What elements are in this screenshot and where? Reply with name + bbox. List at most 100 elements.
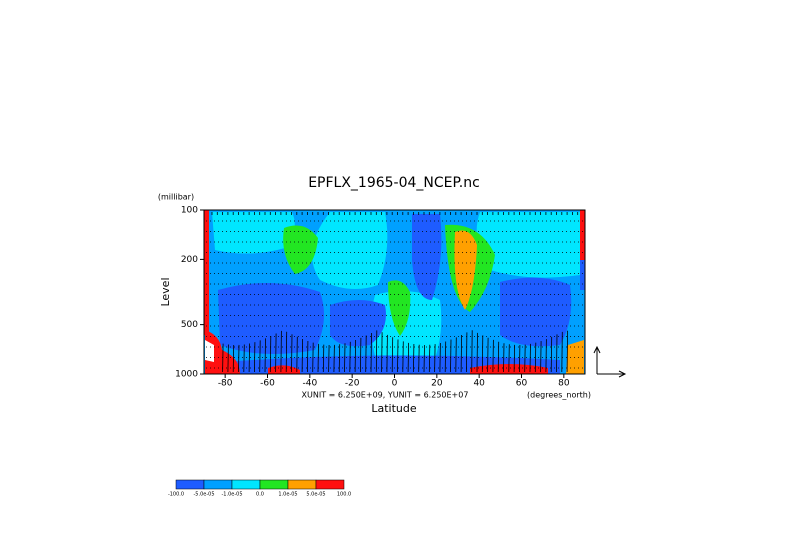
chart-title: EPFLX_1965-04_NCEP.nc (308, 175, 480, 191)
vector-scale: XUNIT = 6.250E+09, YUNIT = 6.250E+07 (302, 391, 469, 400)
vector-arrow (243, 344, 245, 373)
field-region (500, 277, 572, 347)
vector-arrow (407, 342, 409, 373)
vector-arrow (423, 344, 425, 373)
reference-arrow-head (618, 370, 627, 378)
field-region (566, 340, 584, 374)
vector-arrow (529, 343, 531, 373)
vector-arrow (450, 339, 452, 373)
vector-arrow (492, 339, 494, 373)
vector-arrow (508, 344, 510, 373)
vector-arrow (296, 336, 298, 373)
colorbar-swatch (231, 479, 261, 490)
vector-arrow (365, 335, 367, 373)
x-tick-label: 0 (392, 379, 398, 389)
vector-arrow (534, 342, 537, 373)
vector-arrow (238, 344, 240, 373)
field-region (218, 282, 324, 354)
vector-arrow (370, 332, 372, 373)
vector-arrow (381, 332, 383, 373)
vector-arrow (402, 341, 404, 373)
field-region (283, 225, 318, 274)
vector-arrow (317, 343, 319, 373)
vector-arrow (301, 339, 303, 373)
vector-arrow (338, 344, 341, 373)
x-tick-label: 40 (473, 379, 485, 389)
reference-vector (593, 345, 627, 378)
colorbar-label: 5.0e-05 (306, 492, 325, 498)
colorbar-label: -1.0e-05 (222, 492, 243, 498)
x-tick-label: 80 (558, 379, 570, 389)
colorbar-swatch (259, 479, 289, 490)
vector-arrow (275, 333, 277, 373)
vector-arrow (264, 338, 266, 373)
x-tick-label: -40 (302, 379, 317, 389)
field-region (476, 212, 580, 278)
x-axis-label: Latitude (371, 402, 417, 415)
field-region (312, 212, 388, 289)
vector-arrow (285, 331, 288, 373)
vector-arrow (391, 337, 394, 373)
y-tick-label: 500 (181, 320, 198, 330)
colorbar-swatch (175, 479, 205, 490)
colorbar-label: 100.0 (337, 492, 351, 498)
colorbar-label: 0.0 (256, 492, 264, 498)
x-tick-label: -60 (260, 379, 275, 389)
vector-arrow (269, 336, 272, 373)
vector-arrow (344, 343, 346, 373)
vector-arrow (460, 334, 462, 373)
colorbar-swatch (287, 479, 317, 490)
vector-arrow (545, 339, 547, 373)
colorbar-swatch (315, 479, 345, 490)
vector-arrow (259, 340, 261, 373)
vector-arrow (232, 344, 235, 373)
vector-arrow (519, 344, 521, 373)
vector-arrow (307, 340, 309, 373)
vector-arrow (503, 343, 505, 373)
vector-arrow (497, 341, 500, 373)
vector-arrow (487, 337, 489, 373)
vector-arrow (312, 342, 314, 373)
contour-field (204, 210, 585, 374)
vector-arrow (524, 344, 526, 373)
field-region (330, 300, 386, 347)
field-region (580, 260, 585, 290)
vector-arrow (349, 341, 351, 373)
vector-arrow (566, 330, 568, 373)
vector-arrow (481, 335, 484, 373)
vector-arrow (375, 330, 378, 373)
x-tick-label: 60 (516, 379, 528, 389)
field-region (205, 330, 240, 374)
y-tick-label: 100 (181, 206, 198, 216)
colorbar-label: 1.0e-05 (278, 492, 297, 498)
vector-arrow (222, 343, 224, 373)
vector-arrow (397, 339, 399, 373)
field-region (580, 210, 585, 260)
vector-arrow (466, 332, 468, 373)
field-region (371, 291, 442, 372)
x-tick-label: -20 (345, 379, 360, 389)
colorbar-swatch (203, 479, 233, 490)
vector-arrow (471, 330, 473, 373)
field-region (454, 230, 477, 310)
vector-arrow (328, 344, 330, 373)
vector-arrow (540, 341, 542, 373)
field-region (212, 212, 295, 254)
y-tick-label: 1000 (175, 370, 198, 380)
colorbar-label: -5.0e-05 (194, 492, 215, 498)
vector-arrow (439, 342, 441, 373)
vector-arrow (455, 337, 457, 373)
vector-arrow (476, 332, 478, 373)
field-region (412, 214, 442, 300)
vector-arrow (428, 344, 431, 373)
vector-arrow (360, 337, 362, 373)
vector-arrow (291, 334, 293, 373)
y-tick-label: 200 (181, 255, 198, 265)
colorbar-label: -100.0 (168, 492, 184, 498)
field-region (388, 280, 411, 336)
x-tick-label: 20 (431, 379, 443, 389)
vector-arrow (418, 344, 420, 373)
x-unit: (degrees_north) (527, 391, 591, 400)
vector-arrow (254, 342, 256, 373)
